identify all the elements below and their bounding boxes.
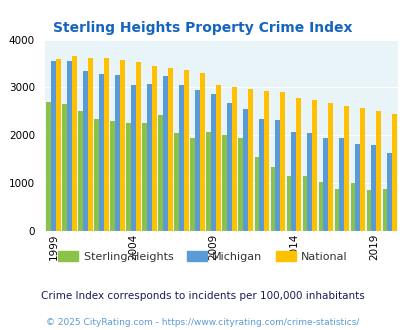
Bar [190,138,195,231]
Bar [72,56,77,231]
Bar [222,135,227,231]
Bar [136,62,141,231]
Bar [104,58,109,231]
Bar [94,118,99,231]
Bar [254,157,259,231]
Legend: Sterling Heights, Michigan, National: Sterling Heights, Michigan, National [53,247,352,267]
Bar [232,87,236,231]
Bar [264,91,268,231]
Bar [200,73,205,231]
Bar [343,106,348,231]
Bar [318,182,323,231]
Bar [183,70,188,231]
Bar [375,111,380,231]
Bar [307,133,311,231]
Bar [291,132,295,231]
Bar [334,189,339,231]
Bar [279,92,284,231]
Bar [247,89,252,231]
Bar [243,109,247,231]
Bar [110,121,115,231]
Bar [354,144,359,231]
Bar [275,120,279,231]
Bar [211,94,215,231]
Bar [67,61,72,231]
Bar [366,190,371,231]
Bar [119,60,124,231]
Bar [359,108,364,231]
Bar [56,59,60,231]
Bar [88,58,92,231]
Bar [174,133,179,231]
Bar [51,61,56,231]
Bar [302,177,307,231]
Bar [126,123,131,231]
Text: Sterling Heights Property Crime Index: Sterling Heights Property Crime Index [53,21,352,35]
Bar [78,112,83,231]
Bar [286,177,291,231]
Text: © 2025 CityRating.com - https://www.cityrating.com/crime-statistics/: © 2025 CityRating.com - https://www.city… [46,318,359,327]
Bar [46,102,51,231]
Bar [350,183,354,231]
Bar [142,123,147,231]
Bar [131,84,136,231]
Bar [339,138,343,231]
Bar [179,84,183,231]
Text: Crime Index corresponds to incidents per 100,000 inhabitants: Crime Index corresponds to incidents per… [41,291,364,301]
Bar [386,152,391,231]
Bar [115,75,119,231]
Bar [158,115,163,231]
Bar [391,114,396,231]
Bar [163,77,168,231]
Bar [311,100,316,231]
Bar [371,145,375,231]
Bar [168,68,173,231]
Bar [259,118,264,231]
Bar [151,66,156,231]
Bar [238,138,243,231]
Bar [327,103,332,231]
Bar [270,167,275,231]
Bar [206,132,211,231]
Bar [227,103,232,231]
Bar [62,104,67,231]
Bar [215,84,220,231]
Bar [295,98,300,231]
Bar [99,74,104,231]
Bar [323,138,327,231]
Bar [83,71,88,231]
Bar [147,83,151,231]
Bar [195,90,200,231]
Bar [382,189,386,231]
